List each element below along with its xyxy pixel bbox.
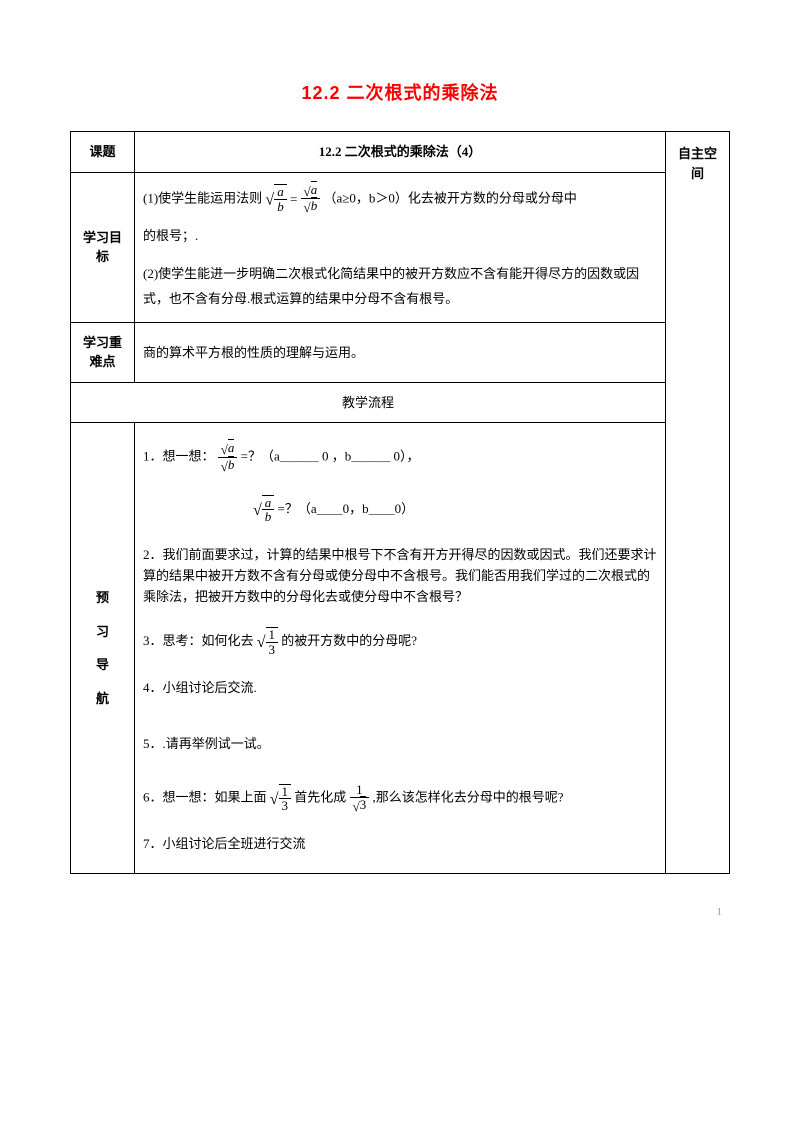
section-content: 1．想一想： √a√b =？（a＿＿＿ 0 ，b＿＿＿ 0）， √ab =？（a… — [135, 423, 666, 874]
formula-sqrt-1-3b: √13 — [270, 784, 291, 814]
table-row: 学习重难点 商的算术平方根的性质的理解与运用。 — [71, 322, 730, 382]
p6b: 首先化成 — [294, 790, 349, 805]
formula-sqrt-1-3: √13 — [257, 627, 278, 657]
page-title: 12.2 二次根式的乘除法 — [70, 80, 730, 107]
p4: 4．小组讨论后交流. — [143, 678, 657, 699]
goal-line1b: （a≥0，b＞0）化去被开方数的分母或分母中 — [323, 190, 576, 205]
header-col1: 课题 — [71, 132, 135, 173]
p3a: 3．思考：如何化去 — [143, 633, 257, 648]
formula-sqrt-a-over-b: √ab — [253, 495, 274, 525]
p6a: 6．想一想：如果上面 — [143, 790, 267, 805]
goal-line2: (2)使学生能进一步明确二次根式化简结果中的被开方数应不含有能开得尽方的因数或因… — [143, 262, 657, 311]
page-number: 1 — [70, 904, 730, 921]
p2: 2．我们前面要求过，计算的结果中根号下不含有开方开得尽的因数或因式。我们还要求计… — [143, 545, 657, 607]
header-col3: 自主空间 — [666, 132, 730, 874]
table-row: 教学流程 — [71, 382, 730, 423]
formula-frac-sqrta-sqrtb: √a√b — [218, 441, 238, 474]
section-label: 预 习 导 航 — [71, 423, 135, 874]
goal-line1a: (1)使学生能运用法则 — [143, 190, 262, 205]
p5: 5．.请再举例试一试。 — [143, 734, 657, 755]
formula-sqrt-ab: √ab = √a√b — [265, 183, 320, 216]
goal-label: 学习目标 — [71, 172, 135, 322]
p6c: ,那么该怎样化去分母中的根号呢? — [372, 790, 563, 805]
diff-content: 商的算术平方根的性质的理解与运用。 — [135, 322, 666, 382]
diff-label: 学习重难点 — [71, 322, 135, 382]
p7: 7．小组讨论后全班进行交流 — [143, 834, 657, 855]
p1b: =？（a＿＿＿ 0 ，b＿＿＿ 0）， — [241, 449, 420, 464]
p3b: 的被开方数中的分母呢? — [281, 633, 417, 648]
formula-1-over-sqrt3: 1√3 — [350, 783, 370, 814]
p1a: 1．想一想： — [143, 449, 215, 464]
goal-content: (1)使学生能运用法则 √ab = √a√b （a≥0，b＞0）化去被开方数的分… — [135, 172, 666, 322]
p1c: =？（a＿＿0，b＿＿0） — [278, 501, 415, 516]
table-row: 课题 12.2 二次根式的乘除法（4） 自主空间 — [71, 132, 730, 173]
table-row: 学习目标 (1)使学生能运用法则 √ab = √a√b （a≥0，b＞0）化去被… — [71, 172, 730, 322]
goal-line1c: 的根号；. — [143, 224, 657, 249]
flow-header: 教学流程 — [71, 382, 666, 423]
table-row: 预 习 导 航 1．想一想： √a√b =？（a＿＿＿ 0 ，b＿＿＿ 0）， … — [71, 423, 730, 874]
header-col2: 12.2 二次根式的乘除法（4） — [135, 132, 666, 173]
lesson-table: 课题 12.2 二次根式的乘除法（4） 自主空间 学习目标 (1)使学生能运用法… — [70, 131, 730, 874]
